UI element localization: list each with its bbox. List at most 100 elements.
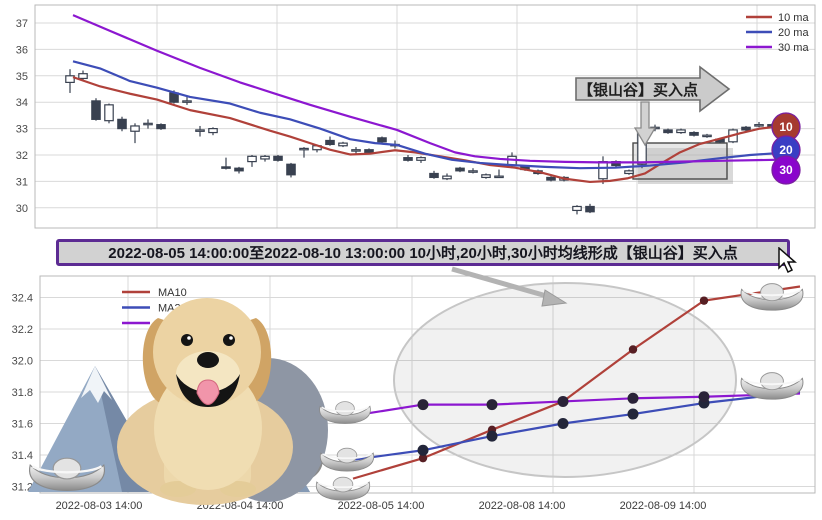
candle — [585, 203, 595, 214]
y-tick-label: 32.2 — [12, 324, 33, 336]
candle-body — [624, 170, 634, 175]
candle-body — [403, 157, 413, 161]
candle-body — [455, 167, 465, 172]
candle — [468, 168, 478, 174]
candle-body — [364, 149, 374, 153]
plot-border — [34, 4, 816, 229]
candle — [416, 156, 426, 163]
legend-item: 10 ma — [746, 12, 809, 24]
candle-body — [221, 166, 231, 169]
candle-body — [117, 118, 127, 130]
candle — [104, 103, 114, 124]
legend-item: MA10 — [122, 287, 187, 299]
candle — [546, 176, 556, 182]
candle — [741, 125, 751, 132]
plot-border — [39, 275, 816, 494]
candle-body — [260, 155, 270, 160]
candle — [117, 116, 127, 132]
candle-body — [676, 129, 686, 134]
cartoon-dog-image — [117, 298, 328, 505]
y-tick-label: 32 — [16, 150, 28, 162]
data-point-MA30 — [627, 392, 639, 404]
candle — [663, 128, 673, 134]
candle-body — [468, 170, 478, 173]
ma-line-20ma — [72, 60, 779, 170]
candle-body — [481, 174, 491, 179]
data-point-MA10 — [418, 453, 428, 463]
y-tick-label: 31.2 — [12, 482, 33, 494]
y-tick-label: 34 — [16, 97, 28, 109]
data-point-MA30 — [557, 395, 569, 407]
data-point-MA20 — [486, 430, 498, 442]
candle — [195, 125, 205, 137]
candle — [689, 131, 699, 137]
candle-body — [130, 125, 140, 132]
candle — [624, 169, 634, 175]
legend-label: MA10 — [158, 287, 187, 299]
data-point-MA30 — [698, 391, 710, 403]
silver-ingot-image — [315, 476, 371, 501]
candle-body — [234, 167, 244, 172]
candle-body — [208, 128, 218, 134]
down-arrow-icon — [633, 101, 657, 147]
data-point-MA10 — [699, 296, 709, 305]
pointer-arrow-line — [451, 266, 551, 300]
y-tick-label: 31.8 — [12, 387, 33, 399]
candle — [494, 169, 504, 179]
candle-body — [78, 73, 88, 80]
candle-body — [572, 205, 582, 212]
candle-body — [585, 205, 595, 213]
ma-badge-label: 10 — [779, 120, 793, 134]
legend-item: 20 ma — [746, 27, 809, 39]
candle — [702, 133, 712, 138]
candle — [260, 155, 270, 162]
ma-badge-10: 10 — [771, 112, 801, 142]
signal-banner: 2022-08-05 14:00:00至2022-08-10 13:00:00 … — [56, 239, 790, 266]
legend-item: 30 ma — [746, 42, 809, 54]
data-point-MA30 — [486, 399, 498, 411]
silver-ingot-image — [318, 400, 372, 425]
x-tick-label: 2022-08-08 14:00 — [479, 500, 566, 512]
candle — [130, 123, 140, 144]
y-tick-label: 33 — [16, 124, 28, 136]
candle-body — [494, 175, 504, 179]
candle-body — [351, 149, 361, 152]
candle — [273, 155, 283, 162]
candle-body — [286, 163, 296, 176]
candle — [754, 122, 764, 128]
candle-body — [689, 131, 699, 136]
candle-body — [754, 124, 764, 127]
ma-badge-label: 20 — [779, 143, 793, 157]
mouse-cursor-icon — [778, 247, 797, 274]
candle-body — [663, 129, 673, 134]
candle — [78, 70, 88, 82]
candle-body — [416, 157, 426, 161]
candle-body — [702, 134, 712, 138]
candle — [221, 157, 231, 170]
y-tick-label: 35 — [16, 71, 28, 83]
x-tick-label: 2022-08-09 14:00 — [620, 500, 707, 512]
candle-body — [156, 124, 166, 130]
candle-body — [442, 175, 452, 180]
candle-body — [195, 129, 205, 132]
candle-body — [429, 172, 439, 179]
candle-body — [338, 142, 348, 147]
y-tick-label: 31.6 — [12, 419, 33, 431]
pointer-arrow-head — [541, 289, 568, 307]
candle — [572, 205, 582, 215]
candle — [338, 141, 348, 148]
legend-label: 30 ma — [778, 42, 809, 54]
candle-body — [143, 122, 153, 126]
candle-body — [182, 100, 192, 103]
ma-badge-label: 30 — [779, 163, 793, 177]
candle — [143, 119, 153, 129]
y-tick-label: 32.4 — [12, 293, 33, 305]
candle — [377, 136, 387, 144]
candle — [247, 155, 257, 167]
x-tick-label: 2022-08-03 14:00 — [56, 500, 143, 512]
candle — [676, 128, 686, 134]
